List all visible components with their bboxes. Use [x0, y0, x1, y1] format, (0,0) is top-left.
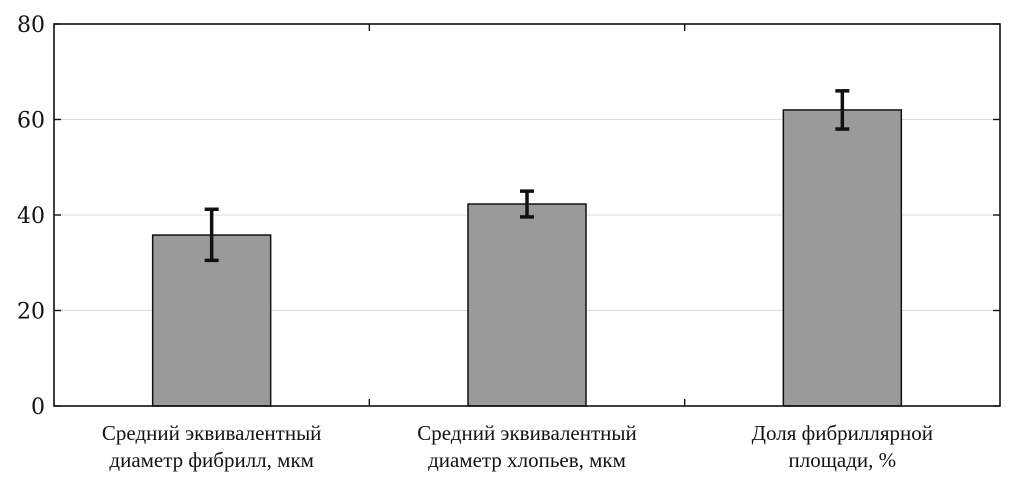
y-tick-label: 40	[17, 204, 45, 229]
category-label: диаметр фибрилл, мкм	[109, 448, 314, 472]
bar	[151, 234, 272, 407]
bar	[782, 109, 903, 407]
category-labels: Средний эквивалентный диаметр фибрилл, мк…	[102, 421, 933, 472]
y-tick-label: 80	[17, 13, 45, 38]
error-bars	[204, 89, 850, 263]
y-tick-label: 0	[31, 395, 45, 420]
bar	[467, 203, 587, 407]
category-label: Доля фибриллярной	[752, 421, 933, 445]
category-label: Средний эквивалентный	[417, 421, 637, 445]
y-tick-label: 20	[17, 300, 45, 325]
category-label: Средний эквивалентный	[102, 421, 322, 445]
category-label: площади, %	[789, 448, 897, 472]
bars	[151, 109, 903, 407]
y-tick-label: 60	[17, 109, 45, 134]
category-label: диаметр хлопьев, мкм	[428, 448, 626, 472]
ticks	[54, 23, 1000, 407]
y-tick-labels: 0 20 40 60 80	[17, 13, 45, 420]
